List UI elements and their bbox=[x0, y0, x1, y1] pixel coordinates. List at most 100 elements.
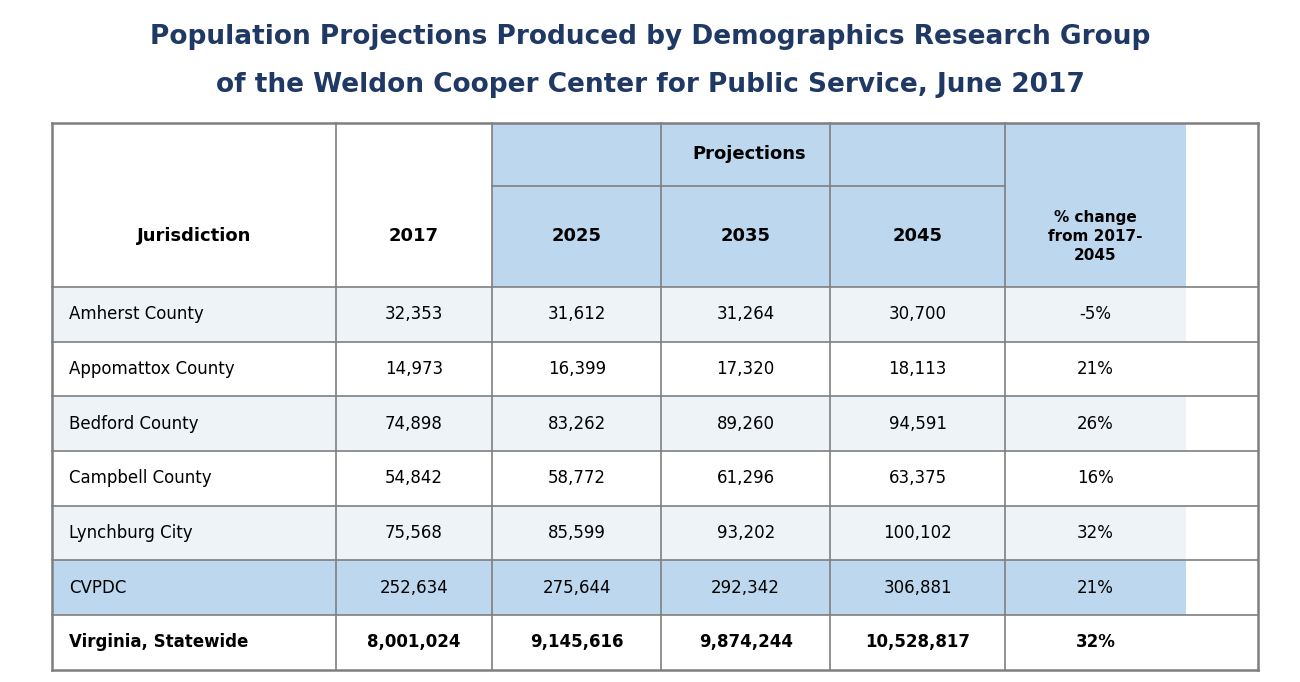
Bar bbox=[1005, 505, 1186, 561]
Bar bbox=[52, 561, 335, 615]
Bar bbox=[335, 505, 493, 561]
Bar bbox=[493, 396, 662, 451]
Bar bbox=[52, 287, 335, 342]
Text: Appomattox County: Appomattox County bbox=[69, 360, 234, 378]
Bar bbox=[831, 505, 1005, 561]
Bar bbox=[52, 342, 335, 396]
Bar bbox=[1005, 396, 1186, 451]
Bar bbox=[493, 186, 662, 287]
Text: Lynchburg City: Lynchburg City bbox=[69, 524, 192, 542]
Text: 21%: 21% bbox=[1078, 579, 1114, 597]
Text: 100,102: 100,102 bbox=[883, 524, 952, 542]
Text: 32%: 32% bbox=[1078, 524, 1114, 542]
Text: 74,898: 74,898 bbox=[385, 415, 443, 432]
Text: 61,296: 61,296 bbox=[716, 469, 775, 487]
Bar bbox=[335, 287, 493, 342]
Bar bbox=[831, 186, 1005, 287]
Text: 275,644: 275,644 bbox=[542, 579, 611, 597]
Text: 26%: 26% bbox=[1078, 415, 1114, 432]
Bar bbox=[1005, 451, 1186, 505]
Text: 9,145,616: 9,145,616 bbox=[530, 634, 624, 651]
Text: 2017: 2017 bbox=[389, 227, 439, 246]
Bar bbox=[831, 615, 1005, 670]
Bar bbox=[662, 287, 831, 342]
Bar bbox=[831, 451, 1005, 505]
Bar bbox=[831, 342, 1005, 396]
Text: 16,399: 16,399 bbox=[547, 360, 606, 378]
Bar bbox=[493, 615, 662, 670]
Text: 2035: 2035 bbox=[720, 227, 771, 246]
Text: 252,634: 252,634 bbox=[380, 579, 448, 597]
Text: Virginia, Statewide: Virginia, Statewide bbox=[69, 634, 248, 651]
Bar bbox=[52, 396, 335, 451]
Bar bbox=[493, 287, 662, 342]
Text: CVPDC: CVPDC bbox=[69, 579, 126, 597]
Text: 58,772: 58,772 bbox=[547, 469, 606, 487]
Text: 2025: 2025 bbox=[551, 227, 602, 246]
Text: 94,591: 94,591 bbox=[889, 415, 946, 432]
Bar bbox=[662, 451, 831, 505]
Text: Jurisdiction: Jurisdiction bbox=[136, 227, 251, 246]
Text: Campbell County: Campbell County bbox=[69, 469, 212, 487]
Text: 30,700: 30,700 bbox=[889, 306, 946, 323]
Text: 31,264: 31,264 bbox=[716, 306, 775, 323]
Bar bbox=[831, 396, 1005, 451]
Text: -5%: -5% bbox=[1079, 306, 1112, 323]
Text: Bedford County: Bedford County bbox=[69, 415, 199, 432]
Bar bbox=[493, 505, 662, 561]
Text: 2045: 2045 bbox=[893, 227, 942, 246]
Text: 18,113: 18,113 bbox=[888, 360, 946, 378]
Bar bbox=[1005, 123, 1186, 186]
Text: 10,528,817: 10,528,817 bbox=[864, 634, 970, 651]
Text: % change
from 2017-
2045: % change from 2017- 2045 bbox=[1048, 209, 1143, 263]
Bar bbox=[493, 561, 662, 615]
Bar bbox=[52, 505, 335, 561]
Text: 21%: 21% bbox=[1078, 360, 1114, 378]
Text: 292,342: 292,342 bbox=[711, 579, 780, 597]
Text: 85,599: 85,599 bbox=[547, 524, 606, 542]
Text: 31,612: 31,612 bbox=[547, 306, 606, 323]
Bar bbox=[662, 186, 831, 287]
Bar bbox=[52, 451, 335, 505]
Bar bbox=[662, 342, 831, 396]
Bar bbox=[1005, 287, 1186, 342]
Bar bbox=[493, 342, 662, 396]
Bar bbox=[662, 505, 831, 561]
Text: 32,353: 32,353 bbox=[385, 306, 443, 323]
Text: 306,881: 306,881 bbox=[883, 579, 952, 597]
Bar bbox=[831, 561, 1005, 615]
Text: 89,260: 89,260 bbox=[716, 415, 775, 432]
Text: of the Weldon Cooper Center for Public Service, June 2017: of the Weldon Cooper Center for Public S… bbox=[216, 72, 1084, 98]
Bar bbox=[52, 186, 335, 287]
Bar bbox=[1005, 342, 1186, 396]
Bar bbox=[335, 342, 493, 396]
Text: 75,568: 75,568 bbox=[385, 524, 443, 542]
Bar bbox=[335, 451, 493, 505]
Text: 32%: 32% bbox=[1075, 634, 1115, 651]
Bar bbox=[335, 615, 493, 670]
Text: Amherst County: Amherst County bbox=[69, 306, 204, 323]
Bar bbox=[335, 561, 493, 615]
Bar bbox=[1005, 615, 1186, 670]
Text: 93,202: 93,202 bbox=[716, 524, 775, 542]
Text: 63,375: 63,375 bbox=[888, 469, 946, 487]
Bar bbox=[1005, 561, 1186, 615]
Text: 17,320: 17,320 bbox=[716, 360, 775, 378]
Text: 8,001,024: 8,001,024 bbox=[367, 634, 460, 651]
Text: 9,874,244: 9,874,244 bbox=[698, 634, 793, 651]
Bar bbox=[335, 123, 493, 186]
Text: 16%: 16% bbox=[1078, 469, 1114, 487]
Text: 54,842: 54,842 bbox=[385, 469, 443, 487]
Bar bbox=[335, 186, 493, 287]
Text: Projections: Projections bbox=[692, 145, 806, 163]
Bar bbox=[335, 396, 493, 451]
Bar bbox=[493, 123, 1005, 186]
Bar bbox=[831, 287, 1005, 342]
Bar bbox=[662, 561, 831, 615]
Bar bbox=[662, 396, 831, 451]
Bar bbox=[493, 451, 662, 505]
Text: 83,262: 83,262 bbox=[547, 415, 606, 432]
Text: 14,973: 14,973 bbox=[385, 360, 443, 378]
Bar bbox=[1005, 186, 1186, 287]
Bar bbox=[52, 123, 335, 186]
